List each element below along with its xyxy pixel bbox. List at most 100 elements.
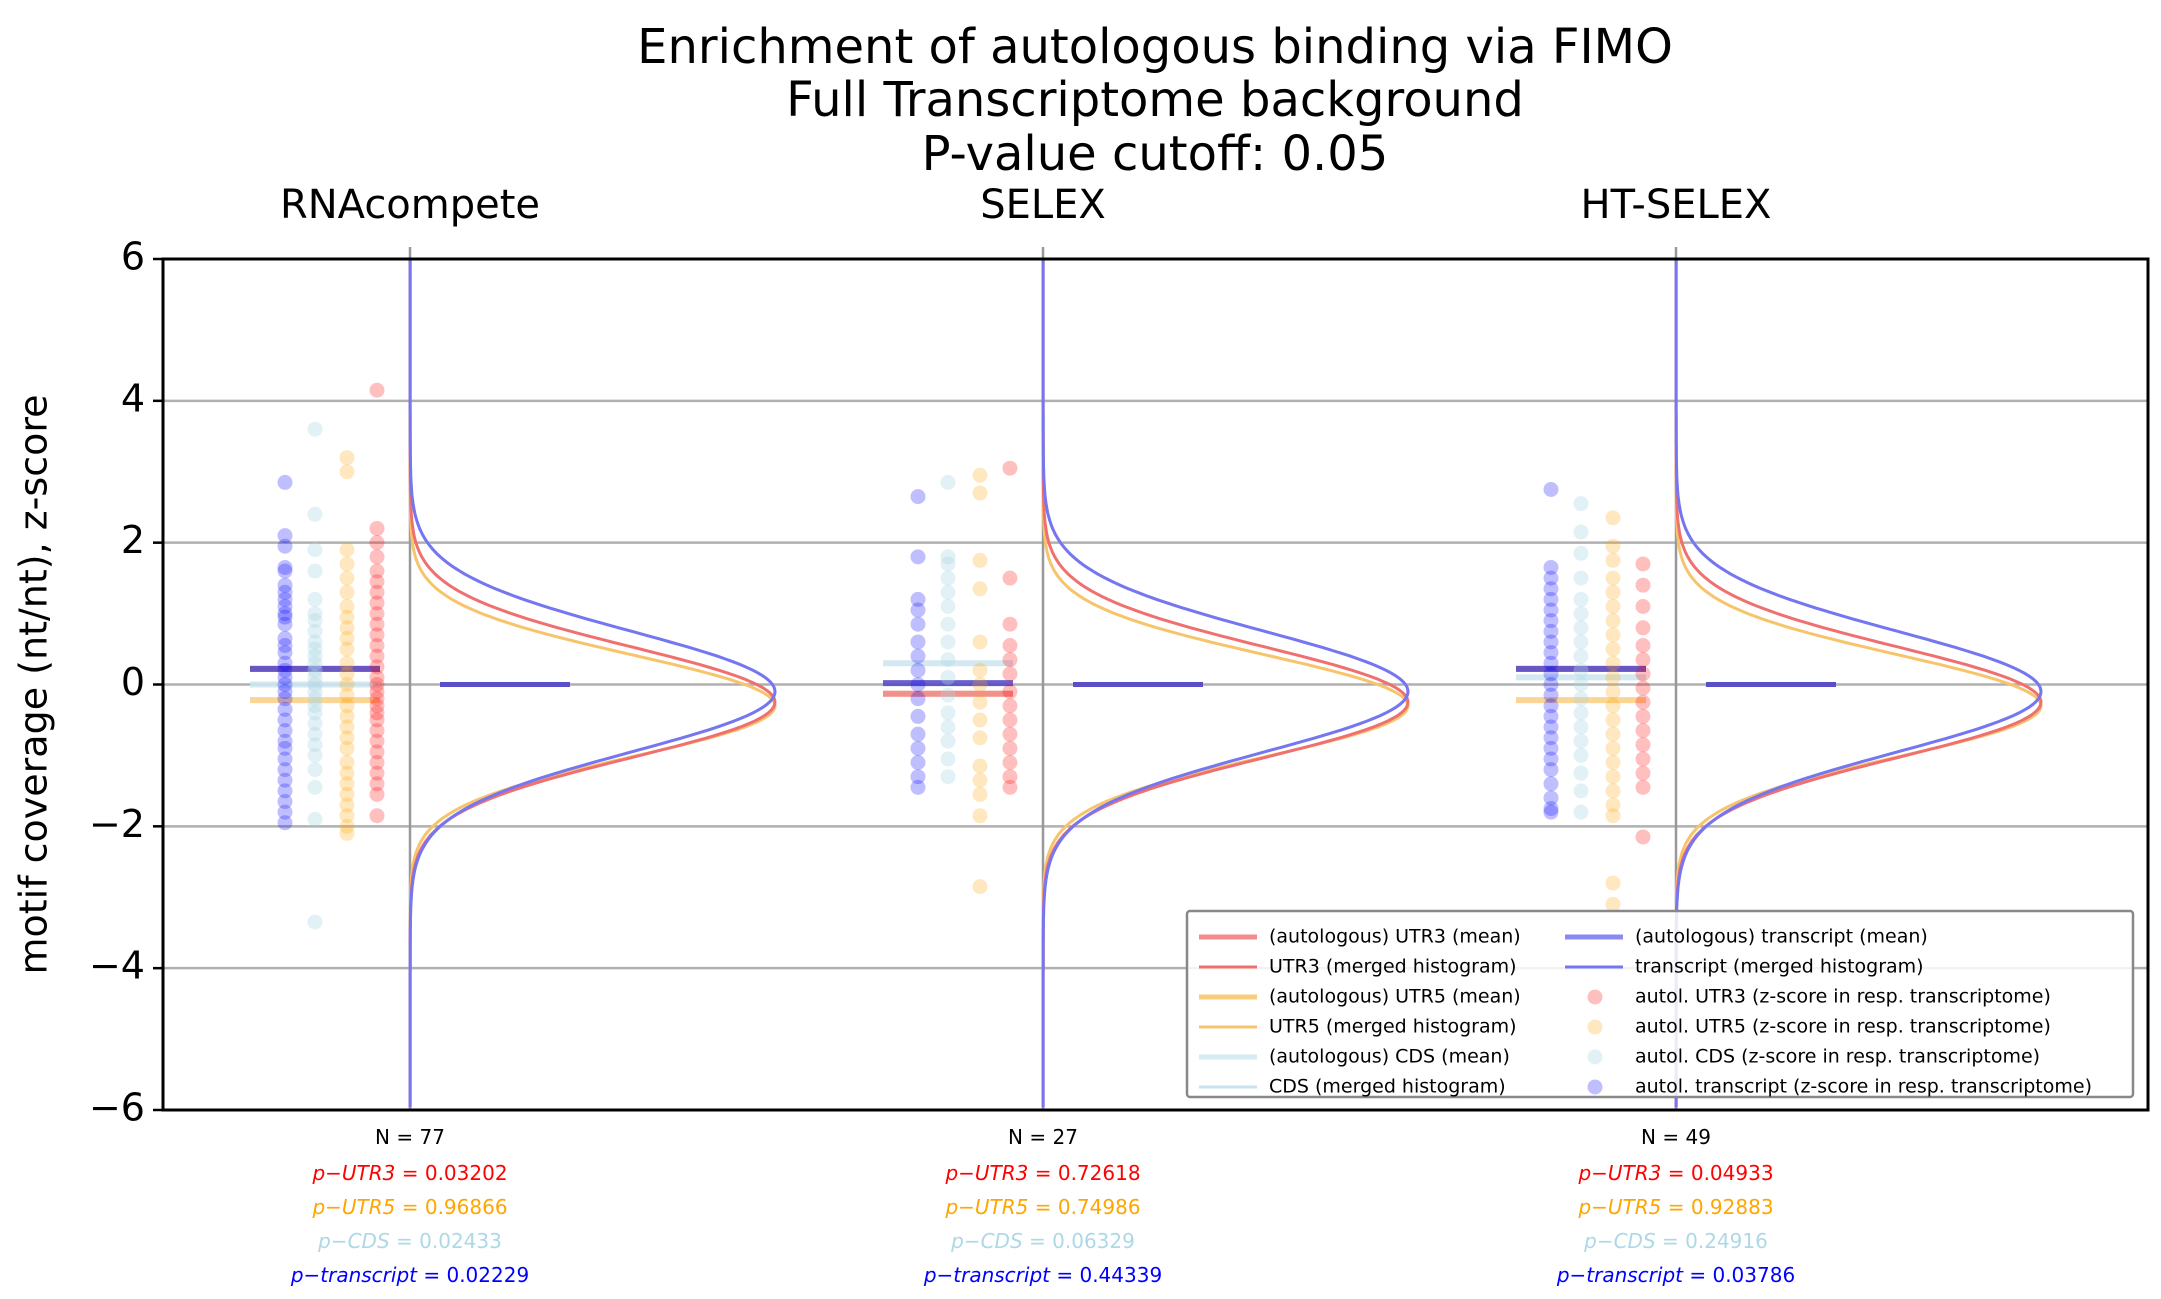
point-utr3 (1635, 829, 1651, 845)
point-utr3 (1002, 684, 1018, 700)
point-utr5 (1605, 669, 1621, 685)
point-cds (1573, 591, 1589, 607)
histogram-transcript (408, 259, 777, 1108)
n-count-selex: N = 27 (1008, 1125, 1078, 1149)
n-count-ht-selex: N = 49 (1641, 1125, 1711, 1149)
point-cds (940, 598, 956, 614)
legend-label: (autologous) UTR5 (mean) (1269, 986, 1521, 1008)
legend-label: autol. UTR5 (z-score in resp. transcript… (1635, 1016, 2051, 1038)
point-cds (940, 474, 956, 490)
point-transcript (277, 609, 293, 625)
point-utr3 (1002, 652, 1018, 668)
point-transcript (910, 740, 926, 756)
point-utr5 (339, 556, 355, 572)
point-utr3 (1635, 680, 1651, 696)
y-tick-label: 2 (121, 518, 145, 562)
point-cds (307, 655, 323, 671)
point-cds (1573, 648, 1589, 664)
point-transcript (1543, 698, 1559, 714)
point-transcript (1543, 751, 1559, 767)
point-transcript (277, 584, 293, 600)
legend-marker-utr5 (1587, 1019, 1603, 1035)
point-utr5 (339, 765, 355, 781)
point-utr5 (1605, 552, 1621, 568)
p-value-number: = 0.03202 (402, 1161, 508, 1185)
point-utr5 (972, 694, 988, 710)
point-utr5 (1605, 769, 1621, 785)
point-utr5 (1605, 698, 1621, 714)
point-cds (307, 779, 323, 795)
point-cds (307, 747, 323, 763)
point-transcript (277, 559, 293, 575)
point-utr3 (369, 535, 385, 551)
point-utr5 (1605, 538, 1621, 554)
point-utr5 (1605, 808, 1621, 824)
point-utr3 (1635, 694, 1651, 710)
point-utr5 (339, 677, 355, 692)
point-transcript (277, 723, 293, 739)
p-value-number: = 0.02229 (423, 1263, 529, 1287)
point-transcript (1543, 570, 1559, 586)
point-utr5 (339, 609, 355, 625)
point-transcript (910, 549, 926, 565)
point-transcript (277, 669, 293, 685)
point-cds (307, 506, 323, 522)
legend-label: UTR5 (merged histogram) (1269, 1016, 1517, 1038)
y-tick-label: −6 (89, 1086, 145, 1130)
point-utr3 (1002, 740, 1018, 756)
point-utr3 (369, 382, 385, 398)
p-value-label: p−UTR5 (1577, 1195, 1667, 1219)
point-utr5 (339, 666, 355, 682)
point-utr3 (1635, 637, 1651, 653)
point-utr3 (369, 606, 385, 622)
p-value-number: = 0.02433 (396, 1229, 502, 1253)
point-cds (940, 584, 956, 600)
point-utr3 (369, 786, 385, 802)
point-utr5 (1605, 510, 1621, 526)
point-transcript (1543, 730, 1559, 746)
point-cds (940, 634, 956, 650)
legend-marker-transcript (1587, 1079, 1603, 1095)
point-cds (1573, 765, 1589, 781)
point-utr3 (1002, 712, 1018, 728)
point-cds (940, 687, 956, 703)
point-transcript (277, 474, 293, 490)
point-transcript (1543, 623, 1559, 639)
point-transcript (910, 779, 926, 795)
point-utr5 (339, 808, 355, 824)
point-transcript (277, 677, 293, 692)
plot-content (250, 259, 2043, 1108)
legend-label: (autologous) UTR3 (mean) (1269, 926, 1521, 948)
point-transcript (1543, 655, 1559, 671)
y-axis: 6 4 2 0 −2 −4 −6 motif coverage (nt/nt), z-scor… (12, 235, 163, 1130)
point-utr5 (1605, 613, 1621, 629)
point-utr5 (339, 797, 355, 813)
point-transcript (910, 648, 926, 664)
point-cds (940, 719, 956, 735)
point-utr3 (1002, 666, 1018, 682)
point-utr3 (1635, 577, 1651, 593)
point-transcript (277, 577, 293, 593)
p-value-number: = 0.44339 (1056, 1263, 1162, 1287)
point-utr5 (339, 708, 355, 724)
point-utr3 (369, 520, 385, 536)
point-cds (1573, 804, 1589, 820)
point-transcript (277, 751, 293, 767)
legend-label: autol. transcript (z-score in resp. tran… (1635, 1076, 2092, 1098)
point-transcript (1543, 776, 1559, 792)
legend-label: CDS (merged histogram) (1269, 1076, 1506, 1098)
point-utr5 (339, 698, 355, 714)
point-transcript (1543, 666, 1559, 682)
point-transcript (1543, 581, 1559, 597)
point-utr5 (1605, 726, 1621, 742)
point-utr3 (369, 669, 385, 685)
point-cds (307, 691, 323, 707)
point-cds (940, 652, 956, 668)
point-utr3 (1635, 620, 1651, 636)
point-utr5 (1605, 684, 1621, 700)
point-utr3 (369, 744, 385, 760)
legend-marker-utr3 (1587, 989, 1603, 1005)
p-value-label: p−transcript (290, 1263, 424, 1287)
point-utr3 (369, 733, 385, 749)
